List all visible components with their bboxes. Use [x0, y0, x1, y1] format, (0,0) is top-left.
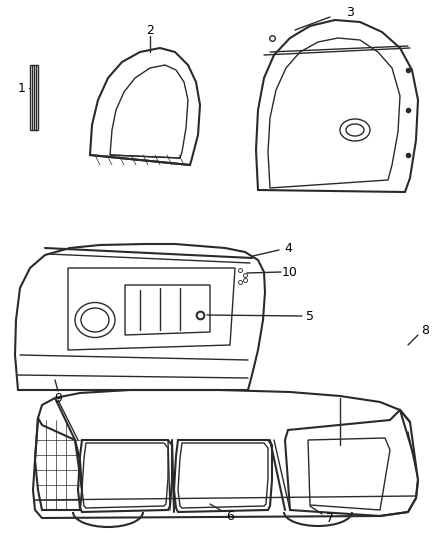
Text: 8: 8 [421, 324, 429, 336]
Text: 1: 1 [18, 82, 26, 94]
Text: 9: 9 [54, 392, 62, 405]
Text: 10: 10 [282, 265, 298, 279]
Text: 5: 5 [306, 310, 314, 322]
Text: 6: 6 [226, 510, 234, 522]
Text: 2: 2 [146, 23, 154, 36]
Text: 4: 4 [284, 241, 292, 254]
Text: 3: 3 [346, 5, 354, 19]
Text: 7: 7 [326, 512, 334, 524]
